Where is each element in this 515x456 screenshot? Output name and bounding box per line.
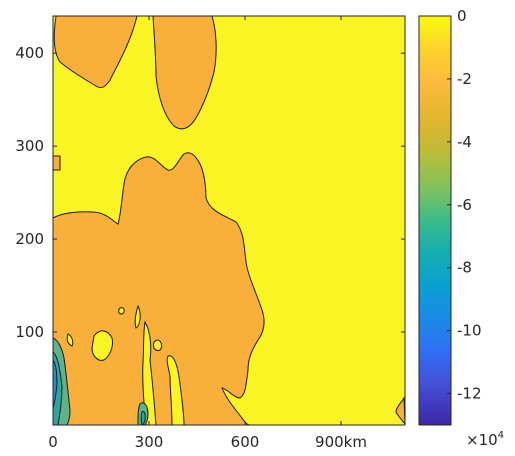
x-tick-label: 0: [48, 433, 58, 451]
colorbar-multiplier: ×104: [466, 430, 504, 449]
island-2: [66, 333, 74, 347]
island-6: [166, 355, 185, 425]
x-tick-label: 600: [231, 433, 260, 451]
region-top-left: [53, 16, 138, 89]
x-tick-label: 900km: [315, 433, 367, 451]
island-3: [134, 304, 141, 329]
colorbar-ticks: [447, 15, 451, 395]
colorbar-tick-label: -12: [457, 385, 482, 403]
plot-frame: [52, 15, 406, 426]
y-tick-label: 400: [15, 44, 44, 62]
colorbar-tick-label: -8: [457, 259, 472, 277]
colorbar-tick-label: -10: [457, 322, 482, 340]
low-blue: [53, 359, 58, 409]
x-tick-label: 300: [135, 433, 164, 451]
y-tick-label: 200: [15, 230, 44, 248]
colorbar: [418, 15, 452, 426]
colorbar-tick-label: -4: [457, 133, 472, 151]
island-4: [142, 320, 157, 425]
axis-ticks: [52, 16, 405, 425]
contour-plot: [53, 16, 405, 425]
colorbar-tick-label: 0: [457, 7, 467, 25]
colorbar-tick-label: -6: [457, 196, 472, 214]
island-7: [118, 307, 125, 315]
colorbar-exponent: 4: [498, 430, 504, 441]
region-top-center: [152, 16, 217, 130]
colorbar-tick-labels: 0 -2 -4 -6 -8 -10 -12: [457, 7, 482, 403]
x-tick-labels: 0 300 600 900km: [48, 433, 367, 451]
colorbar-tick-label: -2: [457, 70, 472, 88]
y-tick-label: 100: [15, 323, 44, 341]
y-tick-label: 300: [15, 137, 44, 155]
region-left-edge: [53, 155, 61, 171]
contour-low-region: [53, 337, 149, 425]
low-teal-bottom: [140, 411, 146, 425]
y-tick-labels: 100 200 300 400: [15, 44, 44, 341]
contour-islands-yellow: [66, 304, 185, 425]
region-right-edge: [395, 396, 405, 425]
island-5: [153, 339, 163, 351]
island-1: [91, 330, 113, 361]
